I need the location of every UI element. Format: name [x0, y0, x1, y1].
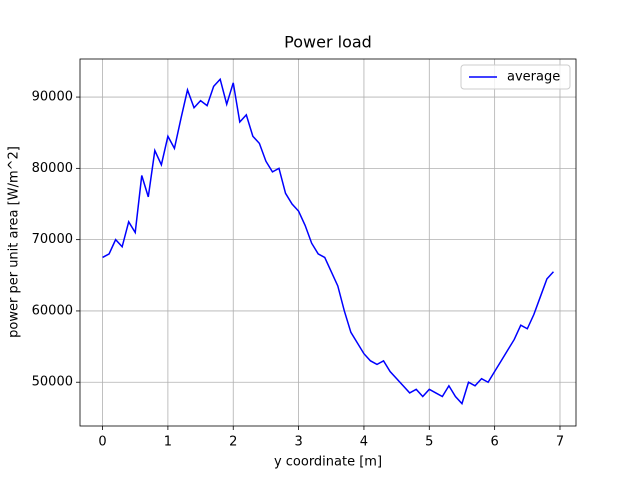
data-line — [102, 77, 555, 406]
legend-label: average — [507, 70, 560, 85]
plot-frame — [79, 58, 577, 427]
x-tick-label: 5 — [425, 435, 433, 450]
y-axis-label: power per unit area [W/m^2] — [7, 146, 22, 338]
x-tick-label: 1 — [164, 435, 172, 450]
y-tick-label: 80000 — [32, 161, 73, 176]
x-tick-label: 3 — [294, 435, 302, 450]
x-tick-label: 4 — [360, 435, 368, 450]
x-axis-label: y coordinate [m] — [274, 455, 382, 470]
chart-title: Power load — [284, 33, 372, 52]
y-tick-label: 70000 — [32, 232, 73, 247]
x-tick-label: 7 — [556, 435, 564, 450]
y-tick-label: 90000 — [32, 90, 73, 105]
y-tick-label: 50000 — [32, 375, 73, 390]
x-tick-label: 6 — [490, 435, 498, 450]
legend-box — [460, 64, 571, 90]
y-tick-label: 60000 — [32, 303, 73, 318]
x-tick-label: 2 — [229, 435, 237, 450]
x-tick-label: 0 — [98, 435, 106, 450]
